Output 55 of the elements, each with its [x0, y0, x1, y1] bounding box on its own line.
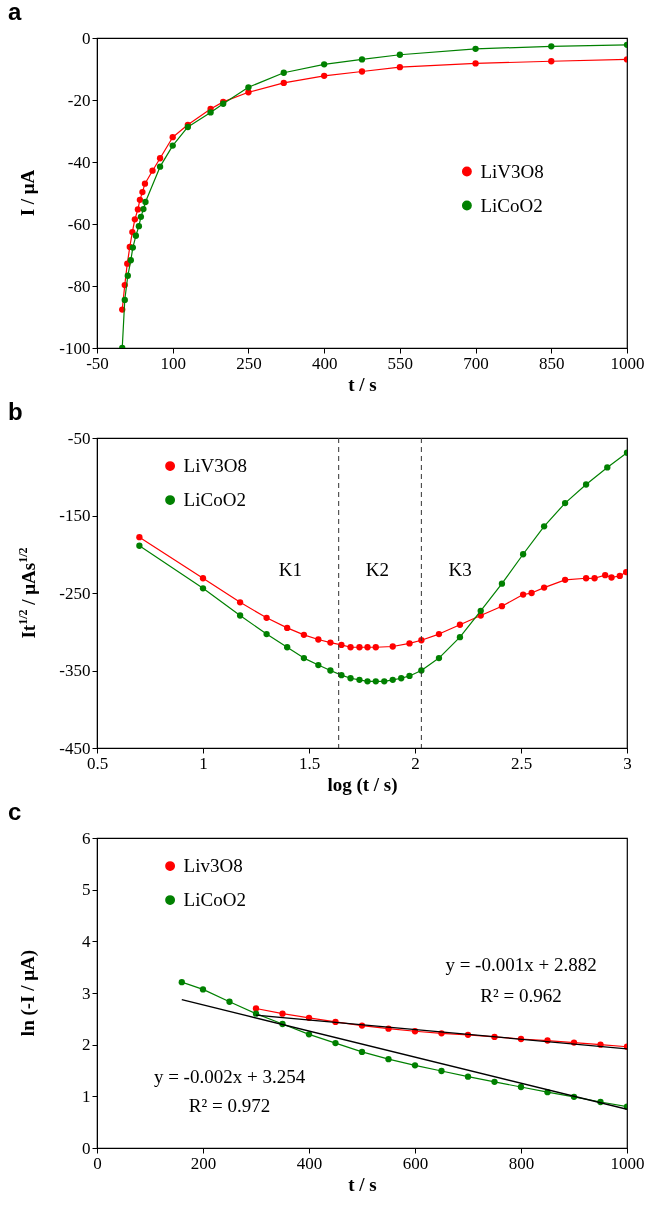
- legend-label: LiCoO2: [183, 489, 246, 511]
- x-axis-title: t / s: [348, 1173, 377, 1195]
- y-tick-label: -20: [67, 90, 91, 110]
- x-tick-label: 1: [199, 753, 208, 773]
- x-tick-label: 600: [402, 1153, 429, 1173]
- x-tick-label: 250: [236, 353, 262, 373]
- x-axis-title: log (t / s): [327, 773, 398, 796]
- x-tick-label: 200: [190, 1153, 217, 1173]
- y-tick-label: 6: [82, 828, 91, 848]
- x-tick-label: 2.5: [510, 753, 533, 773]
- legend-label: LiCoO2: [183, 889, 246, 911]
- y-tick-label: 4: [82, 931, 91, 951]
- x-tick-label: 2: [411, 753, 420, 773]
- x-tick-label: 700: [463, 353, 489, 373]
- legend-label: Liv3O8: [183, 855, 243, 877]
- x-tick-label: 400: [311, 353, 338, 373]
- x-tick-label: 3: [623, 753, 632, 773]
- x-tick-label: 1000: [610, 353, 645, 373]
- y-tick-label: 0: [82, 28, 91, 48]
- annotation: R² = 0.962: [480, 985, 562, 1007]
- annotation: K3: [448, 558, 472, 580]
- chart-title: a: [8, 0, 22, 25]
- y-tick-label: -100: [59, 338, 91, 358]
- x-tick-label: 850: [539, 353, 565, 373]
- x-tick-label: 800: [508, 1153, 535, 1173]
- annotation: K1: [278, 558, 303, 580]
- y-tick-label: 2: [82, 1035, 91, 1055]
- legend-label: LiV3O8: [480, 160, 544, 182]
- y-tick-label: -150: [59, 506, 91, 525]
- y-tick-label: -350: [59, 661, 91, 680]
- y-tick-label: 3: [82, 983, 91, 1003]
- x-tick-label: 1000: [610, 1153, 645, 1173]
- annotation: R² = 0.972: [188, 1095, 271, 1117]
- y-tick-label: 0: [82, 1138, 91, 1158]
- annotation: K2: [365, 558, 389, 580]
- y-tick-label: -50: [67, 428, 91, 448]
- y-axis-title: I / μA: [17, 169, 39, 217]
- x-tick-label: 400: [296, 1153, 323, 1173]
- y-tick-label: -40: [67, 152, 91, 172]
- legend-label: LiV3O8: [183, 455, 247, 477]
- chart-title: c: [8, 798, 22, 825]
- y-tick-label: -80: [67, 276, 91, 296]
- legend-label: LiCoO2: [480, 194, 543, 216]
- y-tick-label: -250: [59, 583, 91, 603]
- y-tick-label: 5: [82, 880, 91, 900]
- x-tick-label: 550: [387, 353, 414, 373]
- x-tick-label: 1.5: [298, 753, 321, 773]
- y-axis-title: ln (-I / μA): [17, 949, 39, 1037]
- x-tick-label: 100: [160, 353, 186, 373]
- annotation: y = -0.001x + 2.882: [445, 954, 597, 976]
- annotation: y = -0.002x + 3.254: [153, 1065, 306, 1087]
- chart-title: b: [8, 398, 23, 425]
- y-tick-label: 1: [82, 1086, 91, 1106]
- y-tick-label: -60: [67, 214, 91, 234]
- x-axis-title: t / s: [348, 373, 377, 395]
